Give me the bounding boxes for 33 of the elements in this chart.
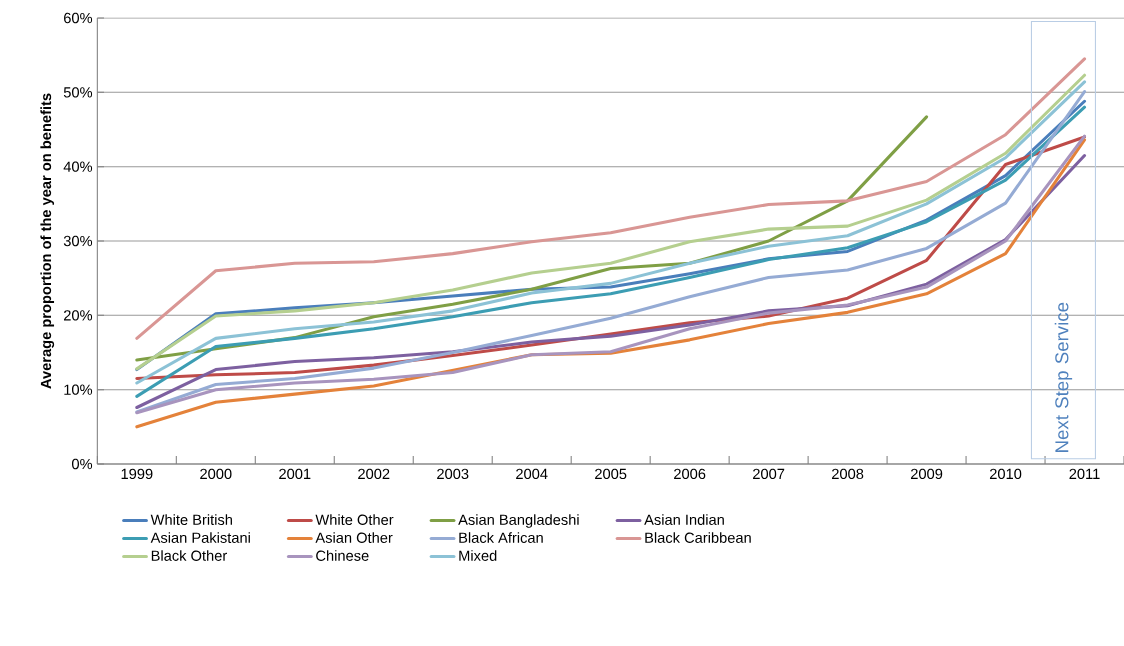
x-tick-label: 2006 bbox=[674, 468, 706, 480]
x-tick-label: 2001 bbox=[279, 468, 311, 480]
legend-label: Black Other bbox=[151, 550, 227, 561]
y-tick-label: 60% bbox=[64, 12, 93, 24]
x-tick-label: 2008 bbox=[832, 468, 864, 480]
x-tick-label: 2011 bbox=[1069, 468, 1100, 480]
y-tick-label: 0% bbox=[71, 458, 93, 470]
legend-label: Black Caribbean bbox=[645, 532, 751, 543]
y-tick-label: 10% bbox=[64, 384, 93, 395]
legend-label: Asian Indian bbox=[644, 514, 724, 525]
legend-label: White Other bbox=[315, 514, 394, 525]
legend-label: Mixed bbox=[459, 550, 497, 561]
x-tick-label: 2005 bbox=[595, 468, 627, 480]
annotation: Next Step Service bbox=[1054, 302, 1073, 452]
x-tick-label: 2007 bbox=[753, 468, 785, 480]
legend-label: Black African bbox=[459, 532, 543, 543]
x-tick-label: 2002 bbox=[358, 468, 390, 480]
y-axis-title: Average proportion of the year on benefits bbox=[40, 93, 55, 389]
x-tick-label: 1999 bbox=[121, 468, 153, 480]
legend-label: Asian Bangladeshi bbox=[458, 514, 579, 528]
legend-label: White British bbox=[150, 514, 232, 525]
x-tick-label: 2004 bbox=[516, 468, 548, 480]
legend-label: Asian Other bbox=[315, 532, 393, 543]
legend-label: Asian Pakistani bbox=[150, 532, 250, 543]
x-tick-label: 2010 bbox=[989, 468, 1022, 480]
y-tick-label: 30% bbox=[63, 235, 93, 247]
x-tick-label: 2003 bbox=[437, 468, 469, 480]
x-tick-label: 2000 bbox=[200, 468, 232, 480]
y-tick-label: 50% bbox=[63, 87, 93, 98]
y-tick-label: 20% bbox=[64, 310, 93, 321]
y-tick-label: 40% bbox=[63, 161, 93, 172]
x-tick-label: 2009 bbox=[910, 468, 943, 480]
legend-label: Chinese bbox=[316, 550, 369, 561]
